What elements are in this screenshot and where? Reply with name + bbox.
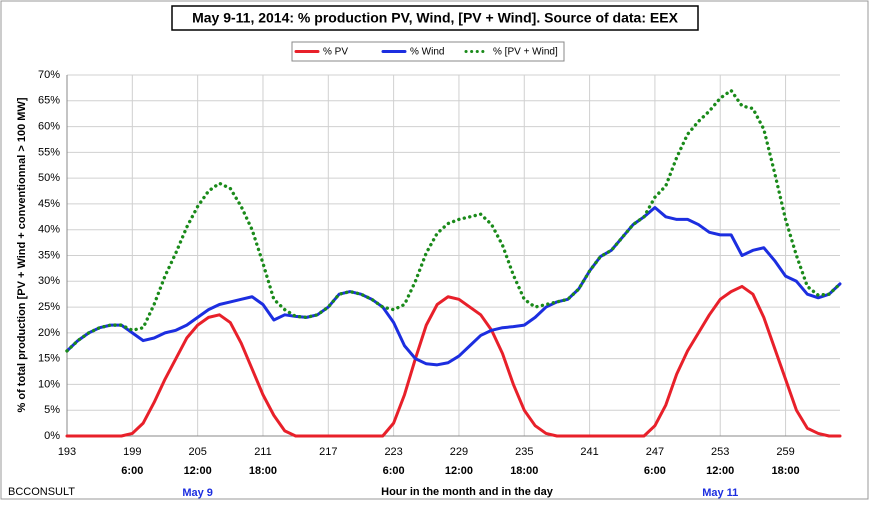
- y-tick-label: 10%: [38, 378, 60, 390]
- y-tick-label: 0%: [44, 430, 60, 442]
- source: BCCONSULT: [8, 486, 75, 498]
- chart-title: May 9-11, 2014: % production PV, Wind, […: [192, 10, 678, 26]
- time-label: 18:00: [771, 465, 799, 477]
- legend-label: % [PV + Wind]: [493, 47, 558, 58]
- x-tick-label: 241: [580, 446, 598, 458]
- y-tick-label: 25%: [38, 301, 60, 313]
- y-tick-label: 5%: [44, 404, 60, 416]
- y-tick-label: 20%: [38, 327, 60, 339]
- x-tick-label: 223: [384, 446, 402, 458]
- x-tick-label: 193: [58, 446, 76, 458]
- y-tick-label: 15%: [38, 353, 60, 365]
- time-label: 6:00: [121, 465, 143, 477]
- x-tick-label: 247: [646, 446, 664, 458]
- x-axis-label: Hour in the month and in the day: [381, 486, 554, 498]
- legend-label: % PV: [323, 47, 348, 58]
- day-label: May 9: [182, 487, 213, 499]
- y-tick-label: 40%: [38, 224, 60, 236]
- x-tick-label: 229: [450, 446, 468, 458]
- time-label: 18:00: [510, 465, 538, 477]
- y-tick-label: 55%: [38, 146, 60, 158]
- x-tick-label: 259: [776, 446, 794, 458]
- y-tick-label: 60%: [38, 120, 60, 132]
- x-tick-label: 211: [254, 446, 272, 458]
- time-label: 6:00: [383, 465, 405, 477]
- day-label: May 11: [702, 487, 738, 499]
- time-label: 6:00: [644, 465, 666, 477]
- time-label: 12:00: [706, 465, 734, 477]
- legend-label: % Wind: [410, 47, 444, 58]
- y-tick-label: 50%: [38, 172, 60, 184]
- time-label: 18:00: [249, 465, 277, 477]
- y-tick-label: 45%: [38, 198, 60, 210]
- x-tick-label: 253: [711, 446, 729, 458]
- series-line: [65, 206, 842, 367]
- series-line: [65, 284, 842, 438]
- y-tick-label: 65%: [38, 95, 60, 107]
- y-axis-label: % of total production [PV + Wind + conve…: [16, 97, 28, 412]
- y-tick-label: 35%: [38, 249, 60, 261]
- x-tick-label: 217: [319, 446, 337, 458]
- time-label: 12:00: [184, 465, 212, 477]
- title-box: [171, 5, 699, 31]
- y-tick-label: 70%: [38, 69, 60, 81]
- legend-box: [291, 41, 565, 62]
- x-tick-label: 205: [188, 446, 206, 458]
- x-tick-label: 199: [123, 446, 141, 458]
- series-line: [65, 88, 842, 353]
- x-tick-label: 235: [515, 446, 533, 458]
- y-tick-label: 30%: [38, 275, 60, 287]
- time-label: 12:00: [445, 465, 473, 477]
